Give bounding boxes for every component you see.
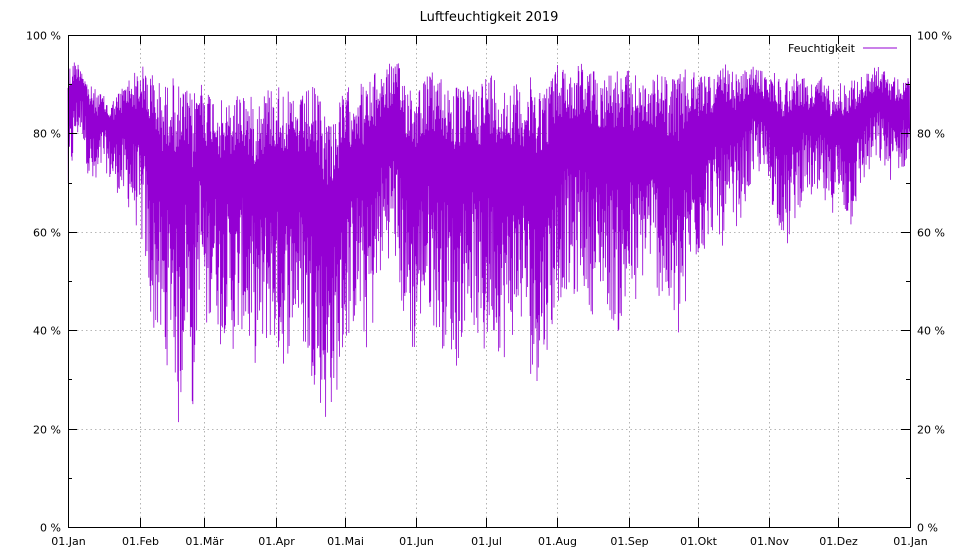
x-tick-label: 01.Dez [819, 535, 858, 548]
y-tick-label: 100 % [26, 30, 61, 43]
y-tick-label: 40 % [33, 325, 61, 338]
x-tick-label: 01.Feb [122, 535, 159, 548]
y-tick-label-right: 40 % [917, 325, 945, 338]
x-tick-label: 01.Mai [327, 535, 364, 548]
x-tick-label: 01.Jan [893, 535, 927, 548]
x-tick-label: 01.Jun [399, 535, 434, 548]
x-tick-label: 01.Nov [750, 535, 789, 548]
y-tick-label-right: 100 % [917, 30, 952, 43]
x-tick-label: 01.Jul [471, 535, 502, 548]
y-tick-label: 0 % [40, 522, 61, 535]
legend-label: Feuchtigkeit [788, 42, 856, 55]
x-tick-label: 01.Sep [610, 535, 648, 548]
y-tick-label-right: 60 % [917, 227, 945, 240]
y-tick-label-right: 20 % [917, 424, 945, 437]
y-tick-label: 60 % [33, 227, 61, 240]
axis-ticks: 0 % 0 % 20 % 20 % 40 % 40 % 60 % 60 % 80 % 80 % 10… [26, 30, 952, 549]
chart-title: Luftfeuchtigkeit 2019 [420, 10, 559, 25]
x-tick-label: 01.Aug [538, 535, 577, 548]
y-tick-label-right: 0 % [917, 522, 938, 535]
y-tick-label: 80 % [33, 128, 61, 141]
x-tick-label: 01.Apr [258, 535, 295, 548]
y-tick-label-right: 80 % [917, 128, 945, 141]
y-tick-label: 20 % [33, 424, 61, 437]
series-line [67, 62, 911, 423]
x-tick-label: 01.Mär [185, 535, 224, 548]
legend: Feuchtigkeit [788, 42, 897, 55]
series-feuchtigkeit [67, 62, 911, 423]
x-tick-label: 01.Jan [51, 535, 85, 548]
x-tick-label: 01.Okt [680, 535, 718, 548]
